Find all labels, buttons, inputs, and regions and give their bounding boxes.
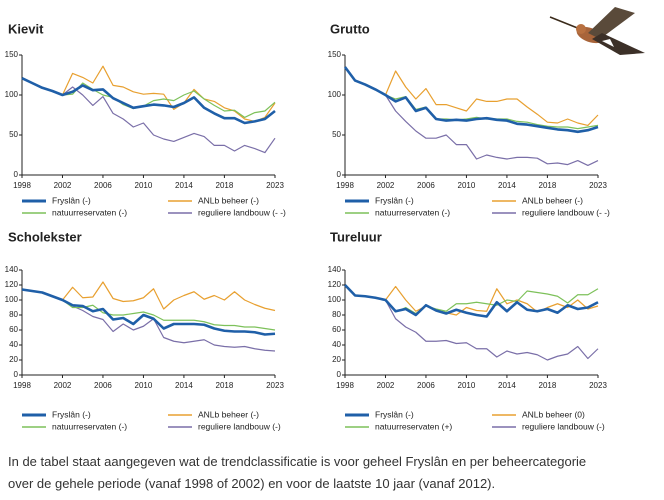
- y-tick-label: 0: [14, 170, 19, 179]
- series-line: [344, 284, 599, 318]
- chart-panel: Kievit 0 50 100 150 1998 2002 2006 2010 2014 2018 2…: [5, 21, 286, 217]
- y-tick-label: 100: [328, 295, 342, 304]
- y-tick-label: 60: [9, 325, 18, 334]
- y-tick-label: 140: [328, 265, 342, 274]
- legend-label: ANLb beheer (0): [522, 409, 585, 419]
- charts: Kievit 0 50 100 150 1998 2002 2006 2010 2014 2018 2…: [5, 7, 645, 431]
- y-tick-label: 20: [332, 355, 341, 364]
- legend-label: Fryslân (-): [375, 195, 414, 205]
- chart-panel: Scholekster 0 20 40 60 80 100 120 140 1998 2002 200…: [5, 229, 285, 431]
- legend-label: reguliere landbouw (-): [522, 421, 605, 431]
- x-tick-label: 2014: [175, 181, 193, 190]
- x-tick-label: 2010: [135, 181, 153, 190]
- series-line: [62, 281, 276, 312]
- legend-label: natuurreservaten (+): [375, 421, 452, 431]
- chart-panel: Grutto 0 50 100 150 1998 2002 2006 2010 2014 2018 2…: [328, 21, 610, 217]
- legend-label: ANLb beheer (-): [522, 195, 583, 205]
- x-tick-label: 1998: [336, 381, 354, 390]
- series-line: [343, 66, 599, 134]
- x-tick-label: 2002: [377, 181, 395, 190]
- legend-label: Fryslân (-): [375, 409, 414, 419]
- y-tick-label: 50: [9, 130, 18, 139]
- legend-label: reguliere landbouw (- -): [198, 207, 286, 217]
- y-tick-label: 0: [337, 170, 342, 179]
- x-tick-label: 2014: [498, 381, 516, 390]
- y-tick-label: 50: [332, 130, 341, 139]
- legend-label: natuurreservaten (-): [375, 207, 450, 217]
- y-tick-label: 100: [5, 295, 19, 304]
- caption-line: over de gehele periode (vanaf 1998 of 20…: [8, 476, 496, 491]
- y-tick-label: 20: [9, 355, 18, 364]
- x-tick-label: 2010: [135, 381, 153, 390]
- legend-label: ANLb beheer (-): [198, 409, 259, 419]
- y-tick-label: 40: [9, 340, 18, 349]
- x-tick-label: 2006: [94, 181, 112, 190]
- series-line: [384, 94, 599, 166]
- legend-label: natuurreservaten (-): [52, 207, 127, 217]
- y-tick-label: 100: [5, 90, 19, 99]
- x-tick-label: 2002: [54, 181, 72, 190]
- y-tick-label: 60: [332, 325, 341, 334]
- y-tick-label: 100: [328, 90, 342, 99]
- x-tick-label: 2006: [94, 381, 112, 390]
- x-tick-label: 2023: [589, 381, 607, 390]
- x-tick-label: 2018: [216, 181, 234, 190]
- series-line: [21, 288, 276, 336]
- x-tick-label: 2023: [589, 181, 607, 190]
- bird-illustration: [549, 7, 645, 55]
- legend-label: reguliere landbouw (- -): [522, 207, 610, 217]
- y-tick-label: 150: [5, 50, 19, 59]
- x-tick-label: 2006: [417, 181, 435, 190]
- caption-line: In de tabel staat aangegeven wat de tren…: [8, 454, 587, 469]
- legend-label: ANLb beheer (-): [198, 195, 259, 205]
- chart-panel: Tureluur 0 20 40 60 80 100 120 140 1998 2002 2006 20…: [328, 229, 608, 431]
- x-tick-label: 2014: [498, 181, 516, 190]
- x-tick-label: 2010: [458, 381, 476, 390]
- y-tick-label: 80: [9, 310, 18, 319]
- x-tick-label: 1998: [336, 181, 354, 190]
- y-tick-label: 120: [5, 280, 19, 289]
- series-line: [384, 70, 599, 126]
- x-tick-label: 2018: [539, 181, 557, 190]
- y-tick-label: 40: [332, 340, 341, 349]
- series-line: [21, 77, 276, 125]
- legend-label: natuurreservaten (-): [52, 421, 127, 431]
- series-line: [62, 299, 276, 352]
- x-tick-label: 2023: [266, 181, 284, 190]
- chart-title: Tureluur: [330, 229, 382, 244]
- x-tick-label: 2014: [175, 381, 193, 390]
- series-line: [384, 299, 599, 361]
- legend-label: reguliere landbouw (-): [198, 421, 281, 431]
- series-line: [62, 82, 276, 118]
- legend-label: Fryslân (-): [52, 409, 91, 419]
- chart-title: Grutto: [330, 21, 370, 36]
- chart-title: Scholekster: [8, 229, 82, 244]
- chart-title: Kievit: [8, 21, 44, 36]
- x-tick-label: 2002: [54, 381, 72, 390]
- y-tick-label: 140: [5, 265, 19, 274]
- x-tick-label: 2023: [266, 381, 284, 390]
- x-tick-label: 2002: [377, 381, 395, 390]
- x-tick-label: 2010: [458, 181, 476, 190]
- y-tick-label: 120: [328, 280, 342, 289]
- y-tick-label: 0: [14, 370, 19, 379]
- x-tick-label: 1998: [13, 381, 31, 390]
- x-tick-label: 2018: [539, 381, 557, 390]
- series-line: [61, 65, 276, 122]
- y-tick-label: 0: [337, 370, 342, 379]
- x-tick-label: 2018: [216, 381, 234, 390]
- x-tick-label: 2006: [417, 381, 435, 390]
- y-tick-label: 80: [332, 310, 341, 319]
- legend-label: Fryslân (-): [52, 195, 91, 205]
- series-line: [62, 86, 276, 154]
- y-tick-label: 150: [328, 50, 342, 59]
- x-tick-label: 1998: [13, 181, 31, 190]
